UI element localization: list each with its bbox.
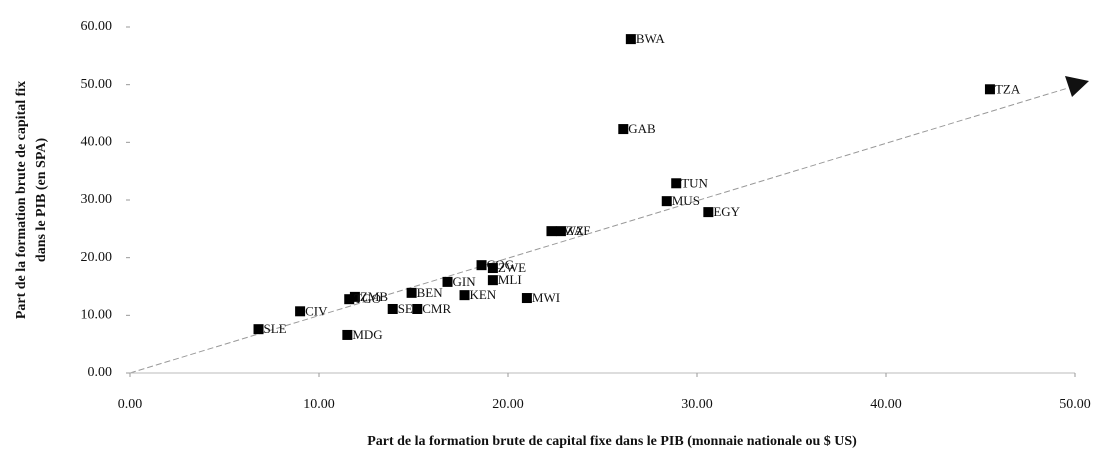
x-tick-label: 20.00 [492, 397, 524, 412]
point [661, 196, 672, 207]
point [671, 178, 682, 189]
point-label: TZA [995, 81, 1021, 96]
x-tick-label: 40.00 [870, 397, 902, 412]
trend-line [129, 87, 1069, 374]
point-label: MLI [498, 272, 522, 287]
point-label: ZAF [566, 223, 591, 238]
point-label: GIN [453, 274, 477, 289]
y-tick-label: 60.00 [81, 19, 113, 34]
point-label: CIV [305, 303, 328, 318]
point [412, 303, 423, 314]
point [555, 226, 566, 237]
x-axis-label: Part de la formation brute de capital fi… [367, 434, 857, 449]
point-label: BWA [636, 31, 666, 46]
point [253, 324, 264, 335]
x-tick-label: 10.00 [303, 397, 335, 412]
trend-arrow [1065, 76, 1089, 97]
point [625, 34, 636, 45]
x-tick-label: 50.00 [1059, 397, 1091, 412]
point-label: MWI [532, 290, 560, 305]
y-tick-label: 30.00 [81, 192, 113, 207]
point-label: EGY [713, 204, 740, 219]
point-label: BEN [417, 285, 444, 300]
y-axis-label: Part de la formation brute de capital fi… [14, 81, 29, 319]
x-tick-label: 0.00 [118, 397, 143, 412]
x-tick-label: 30.00 [681, 397, 713, 412]
point [406, 287, 417, 298]
point-label: MUS [672, 193, 700, 208]
point [349, 291, 360, 302]
point [476, 260, 487, 271]
point-label: MDG [352, 327, 382, 342]
point [344, 294, 355, 305]
point [703, 207, 714, 218]
point [618, 124, 629, 135]
point [295, 306, 306, 317]
point-label: CMR [422, 301, 451, 316]
point-label: TUN [681, 175, 708, 190]
point [546, 226, 557, 237]
y-tick-label: 40.00 [81, 135, 113, 150]
point [487, 275, 498, 286]
point-label: TGO [354, 291, 381, 306]
point [387, 303, 398, 314]
y-tick-label: 0.00 [88, 365, 113, 380]
y-axis-label: dans le PIB (en SPA) [34, 138, 49, 263]
y-tick-label: 20.00 [81, 250, 113, 265]
point-label: SLE [264, 321, 287, 336]
point-label: KEN [470, 287, 497, 302]
point [487, 263, 498, 274]
point-label: GAB [628, 121, 656, 136]
point-label: ZWE [498, 260, 526, 275]
point-label: ZMB [360, 289, 389, 304]
point [521, 293, 532, 304]
y-tick-label: 10.00 [81, 308, 113, 323]
point [459, 290, 470, 301]
point [342, 329, 353, 340]
y-tick-label: 50.00 [81, 77, 113, 92]
point [442, 276, 453, 287]
point [984, 84, 995, 95]
